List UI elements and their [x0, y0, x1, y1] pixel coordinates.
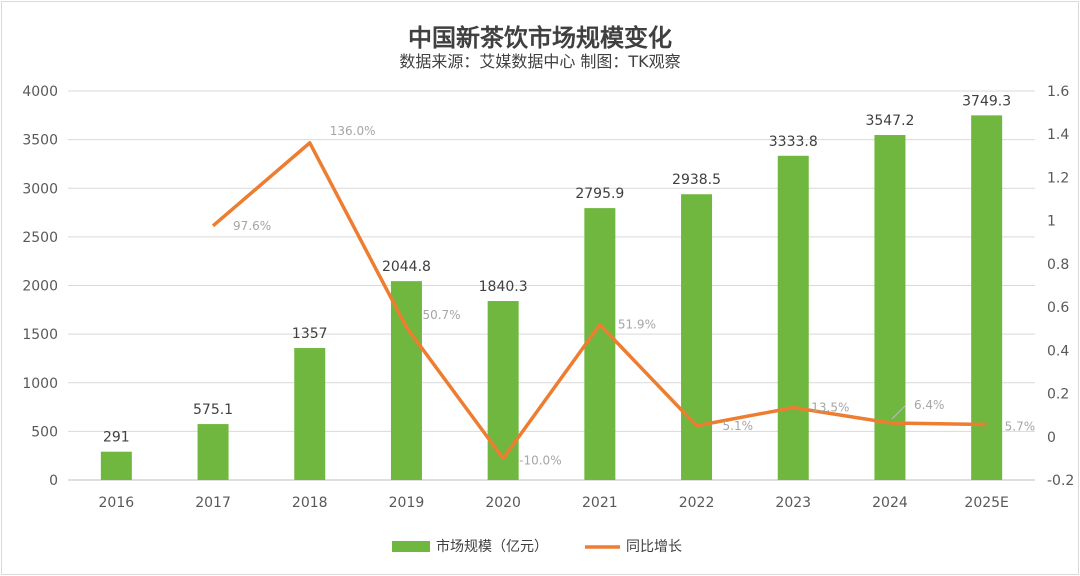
- bar-data-label: 291: [103, 430, 130, 446]
- y-right-tick-label: 1.6: [1047, 84, 1069, 100]
- y-right-tick-label: 0.2: [1047, 387, 1069, 403]
- y-right-tick-label: -0.2: [1047, 473, 1074, 489]
- y-right-tick-label: 1.2: [1047, 170, 1069, 186]
- bar: [681, 194, 713, 480]
- bar-data-label: 2044.8: [382, 259, 431, 275]
- y-left-tick-label: 1000: [22, 376, 58, 392]
- y-left-tick-label: 4000: [22, 84, 58, 100]
- x-tick-label: 2023: [775, 495, 811, 511]
- x-tick-label: 2019: [389, 495, 425, 511]
- y-right-tick-label: 1.4: [1047, 127, 1069, 143]
- x-tick-label: 2024: [872, 495, 908, 511]
- y-left-tick-label: 3000: [22, 181, 58, 197]
- chart-title: 中国新茶饮市场规模变化: [408, 24, 672, 52]
- x-tick-label: 2018: [292, 495, 328, 511]
- y-left-tick-label: 0: [49, 473, 58, 489]
- y-left-tick-label: 1500: [22, 327, 58, 343]
- line-data-label: 5.7%: [1005, 419, 1036, 433]
- line-data-label: 51.9%: [618, 318, 656, 332]
- y-left-tick-label: 2500: [22, 230, 58, 246]
- y-left-tick-label: 3500: [22, 133, 58, 149]
- bar-data-label: 1357: [292, 326, 328, 342]
- bar: [390, 281, 422, 480]
- leader-line: [891, 404, 907, 420]
- legend-bar-label: 市场规模（亿元）: [436, 538, 548, 555]
- y-right-tick-label: 0.8: [1047, 257, 1069, 273]
- x-tick-label: 2020: [485, 495, 521, 511]
- bar-data-label: 3547.2: [865, 113, 914, 129]
- y-left-tick-label: 2000: [22, 279, 58, 295]
- bar-data-label: 2795.9: [575, 186, 624, 202]
- legend-line-label: 同比增长: [626, 539, 682, 555]
- x-tick-label: 2016: [99, 495, 135, 511]
- line-data-label: 97.6%: [233, 219, 271, 233]
- chart-subtitle: 数据来源：艾媒数据中心 制图：TK观察: [399, 52, 681, 71]
- line-data-label: 6.4%: [914, 398, 945, 412]
- line-data-label: 50.7%: [422, 308, 460, 322]
- line-data-label: -10.0%: [519, 453, 561, 467]
- x-tick-label: 2021: [582, 495, 618, 511]
- bar-data-label: 3333.8: [769, 134, 818, 150]
- line-data-label: 136.0%: [330, 124, 376, 138]
- growth-line: [211, 141, 987, 461]
- legend-bar-swatch: [392, 541, 430, 552]
- bar: [874, 135, 906, 481]
- bar: [971, 115, 1003, 480]
- y-left-tick-label: 500: [31, 424, 58, 440]
- y-right-tick-label: 0: [1047, 430, 1056, 446]
- bar: [100, 451, 132, 480]
- x-tick-label: 2022: [679, 495, 715, 511]
- y-right-tick-label: 0.4: [1047, 343, 1069, 359]
- bar-data-label: 2938.5: [672, 172, 721, 188]
- x-tick-label: 2017: [195, 495, 231, 511]
- bar: [294, 348, 326, 480]
- bar: [487, 301, 519, 480]
- bar: [777, 155, 809, 480]
- bar: [197, 424, 229, 480]
- bar-data-label: 3749.3: [962, 93, 1011, 109]
- line-data-label: 13.5%: [811, 401, 849, 415]
- y-right-tick-label: 1: [1047, 214, 1056, 230]
- x-tick-label: 2025E: [964, 495, 1008, 511]
- line-data-label: 5.1%: [723, 419, 754, 433]
- bar-data-label: 1840.3: [479, 279, 528, 295]
- bar: [584, 208, 616, 480]
- bar-data-label: 575.1: [193, 402, 233, 418]
- y-right-tick-label: 0.6: [1047, 300, 1069, 316]
